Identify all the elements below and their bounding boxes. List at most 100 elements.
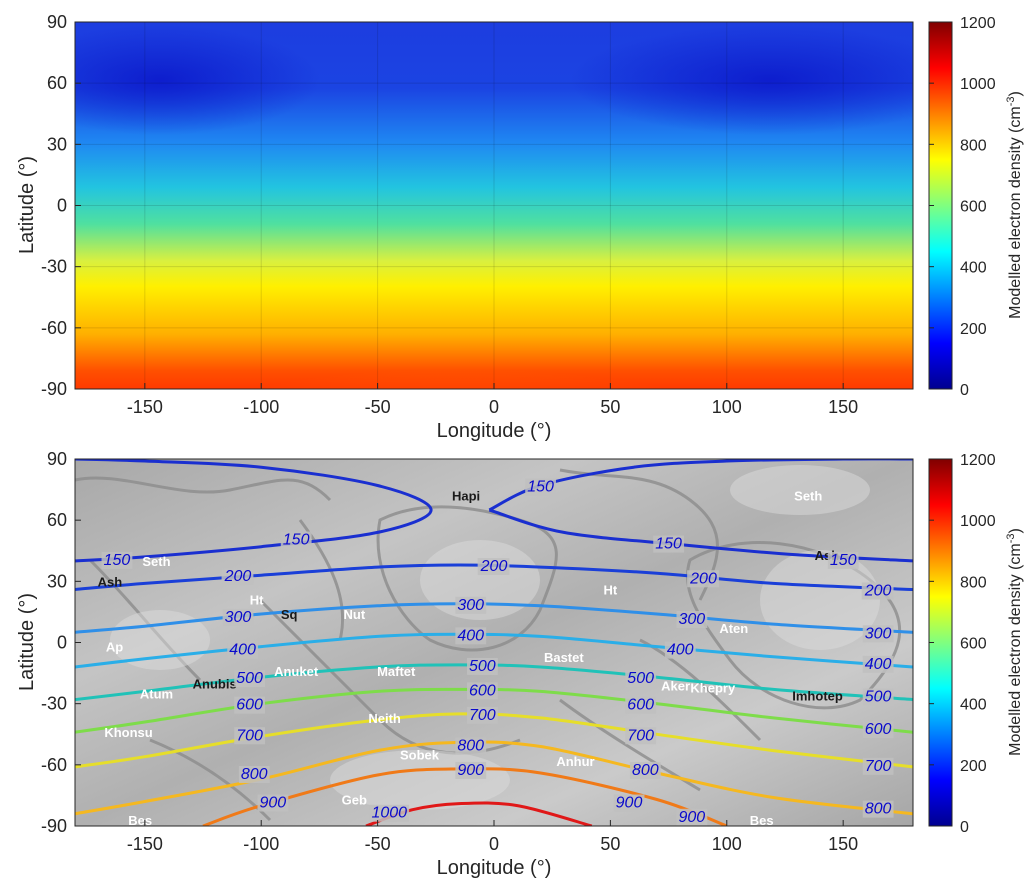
- contour-label-bg: [234, 727, 266, 745]
- y-axis-label: Latitude (°): [16, 156, 38, 254]
- y-tick-label: 0: [57, 633, 67, 653]
- contour-line-150: [75, 459, 433, 563]
- contour-label-bg: [467, 682, 498, 700]
- x-axis-ticks: -150 -100 -50 0 50 100 150: [127, 383, 858, 417]
- contour-label-bg: [687, 570, 719, 588]
- x-tick-label: -50: [365, 834, 391, 854]
- y-tick-label: -90: [41, 379, 67, 399]
- colorbar: 1200 1000 800 600 400 200 0 Modelled electron …: [928, 452, 1024, 836]
- region-label: Sq: [281, 607, 298, 622]
- colorbar-label: Modelled electron density (cm-3): [1005, 91, 1024, 319]
- contour-label-bg: [101, 551, 133, 569]
- region-label: Anhur: [556, 754, 594, 769]
- contour-label-bg: [862, 721, 894, 739]
- contour-label: 400: [457, 627, 484, 644]
- colorbar: 1200 1000 800 600 400 200 0 Modelled electron …: [928, 15, 1024, 399]
- contour-label: 900: [616, 795, 643, 812]
- contour-label-bg: [455, 627, 487, 645]
- region-label: Ht: [604, 582, 618, 597]
- region-label: Bes: [750, 813, 774, 828]
- contour-label-bg: [862, 800, 894, 818]
- contour-label-bg: [676, 808, 708, 826]
- colorbar-tick-label: 0: [960, 819, 969, 836]
- contour-label: 700: [469, 707, 496, 724]
- x-tick-label: -100: [243, 834, 279, 854]
- heatmap-low-region-east: [570, 25, 913, 135]
- contour-label-bg: [467, 706, 498, 724]
- contour-label: 900: [260, 795, 287, 812]
- colorbar-tick-label: 1000: [960, 513, 996, 530]
- contour-label: 300: [457, 597, 484, 614]
- y-tick-label: -90: [41, 816, 67, 836]
- contour-label: 150: [283, 532, 310, 549]
- region-label: Imhotep: [792, 689, 843, 704]
- colorbar-tick-label: 1200: [960, 452, 996, 469]
- grid-lines: [75, 22, 913, 389]
- x-tick-label: 0: [489, 397, 499, 417]
- contour-label-bg: [455, 737, 487, 755]
- region-label: Ap: [106, 640, 123, 655]
- contour-label-bg: [525, 478, 557, 496]
- y-tick-label: 60: [47, 510, 67, 530]
- contour-label-bg: [257, 794, 289, 812]
- y-axis-label: Latitude (°): [16, 593, 38, 691]
- contour-label-bg: [625, 727, 657, 745]
- x-tick-label: -50: [365, 397, 391, 417]
- contour-label: 150: [655, 536, 682, 553]
- region-label: Aker: [661, 678, 690, 693]
- region-label: Atum: [140, 686, 173, 701]
- colorbar-tick-label: 600: [960, 636, 987, 653]
- region-label: Hapi: [452, 489, 480, 504]
- contour-label: 1000: [371, 805, 407, 822]
- contour-label-bg: [625, 696, 657, 714]
- contour-label-bg: [234, 696, 266, 714]
- contour-label: 600: [236, 697, 263, 714]
- contour-label: 150: [830, 552, 857, 569]
- contour-line-600: [75, 687, 913, 734]
- contour-label: 200: [224, 568, 252, 585]
- contour-label-bg: [664, 641, 696, 659]
- x-axis-label: Longitude (°): [437, 420, 552, 442]
- x-tick-label: 50: [600, 397, 620, 417]
- contour-labels: 150 150 150 150 150 200 200 200 200 300 300 300 300 4…: [101, 478, 894, 826]
- y-tick-label: 30: [47, 571, 67, 591]
- colorbar-tick-label: 800: [960, 137, 987, 154]
- contour-label: 500: [469, 658, 496, 675]
- colorbar-label: Modelled electron density (cm-3): [1005, 528, 1024, 756]
- contour-label: 200: [480, 558, 508, 575]
- contour-label-bg: [862, 625, 894, 643]
- contour-label: 400: [667, 642, 694, 659]
- y-tick-label: -30: [41, 694, 67, 714]
- region-label: Sobek: [400, 748, 440, 763]
- region-label: Anubis: [193, 676, 237, 691]
- region-label: Khonsu: [104, 725, 152, 740]
- y-tick-label: -60: [41, 755, 67, 775]
- y-tick-label: -60: [41, 318, 67, 338]
- x-tick-label: 0: [489, 834, 499, 854]
- heatmap-low-region-west: [75, 25, 320, 135]
- contour-label-bg: [629, 761, 661, 779]
- contour-label: 150: [527, 479, 554, 496]
- region-label: Bastet: [544, 650, 584, 665]
- region-label: Khepry: [690, 680, 736, 695]
- x-tick-label: -100: [243, 397, 279, 417]
- colorbar-tick-label: 200: [960, 758, 987, 775]
- contour-label: 800: [865, 801, 892, 818]
- contour-label: 500: [865, 689, 892, 706]
- y-tick-label: 90: [47, 12, 67, 32]
- y-axis-ticks: 90 60 30 0 -30 -60 -90: [41, 449, 81, 836]
- contour-label-bg: [221, 568, 254, 586]
- colorbar-tick-label: 0: [960, 382, 969, 399]
- colorbar-tick-label: 800: [960, 574, 987, 591]
- colorbar-tick-label: 600: [960, 199, 987, 216]
- x-tick-label: 150: [828, 397, 858, 417]
- contour-label-bg: [455, 596, 487, 614]
- contour-label-bg: [234, 670, 266, 688]
- contour-label-bg: [862, 757, 894, 775]
- x-tick-label: 150: [828, 834, 858, 854]
- contour-label: 900: [457, 762, 484, 779]
- contour-label: 500: [627, 670, 654, 687]
- contour-label: 500: [236, 670, 263, 687]
- region-label: Ht: [250, 593, 264, 608]
